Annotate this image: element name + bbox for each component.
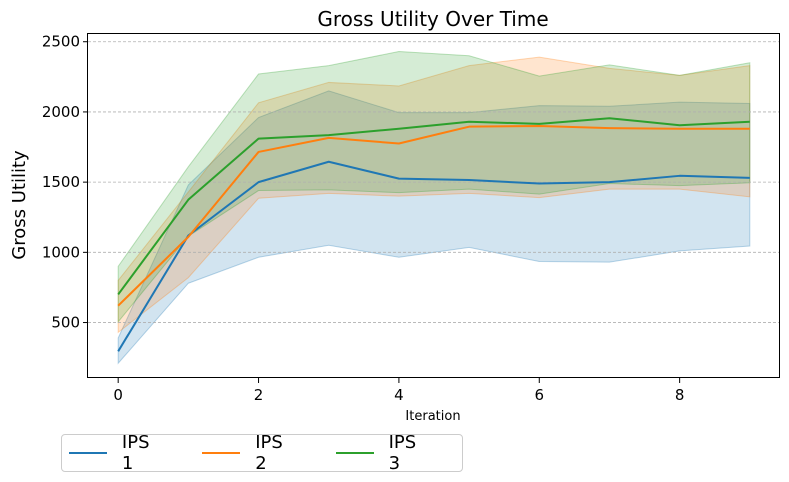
band-2 [117, 56, 751, 334]
legend-swatch-ips-1 [69, 451, 107, 455]
legend-swatch-ips-3 [335, 451, 374, 455]
series-line-1 [117, 160, 750, 352]
x-tick-label: 4 [394, 386, 404, 404]
y-tick-label: 2500 [42, 33, 80, 51]
legend-item-ips-1: IPS 1 [69, 432, 164, 474]
y-tick-label: 1500 [42, 173, 80, 191]
x-tick-label: 6 [535, 386, 545, 404]
legend-label-ips-3: IPS 3 [388, 432, 417, 474]
y-axis-label: Gross Utility [9, 150, 30, 260]
x-tick-label: 0 [113, 386, 123, 404]
series-line-2 [117, 124, 750, 307]
gridlines [88, 41, 780, 323]
y-tick-label: 500 [51, 314, 80, 332]
legend-label-ips-2: IPS 2 [255, 432, 283, 474]
band-1 [117, 90, 751, 365]
y-tick-label: 2000 [42, 103, 80, 121]
x-tick-label: 2 [254, 386, 264, 404]
legend-swatch-ips-2 [202, 451, 241, 455]
y-axis-ticks: 500 1000 1500 2000 2500 [42, 33, 88, 332]
x-axis-ticks: 0 2 4 6 8 [113, 378, 684, 404]
legend-label-ips-1: IPS 1 [121, 432, 150, 474]
chart-title: Gross Utility Over Time [317, 7, 548, 31]
legend: IPS 1 IPS 2 IPS 3 [61, 432, 463, 474]
y-tick-label: 1000 [42, 243, 80, 261]
plot-frame [87, 33, 780, 378]
x-tick-label: 8 [675, 386, 685, 404]
legend-item-ips-2: IPS 2 [202, 432, 297, 474]
x-axis-label: Iteration [405, 409, 460, 424]
series-lines [117, 117, 750, 352]
series-line-3 [117, 117, 750, 296]
legend-item-ips-3: IPS 3 [335, 432, 431, 474]
